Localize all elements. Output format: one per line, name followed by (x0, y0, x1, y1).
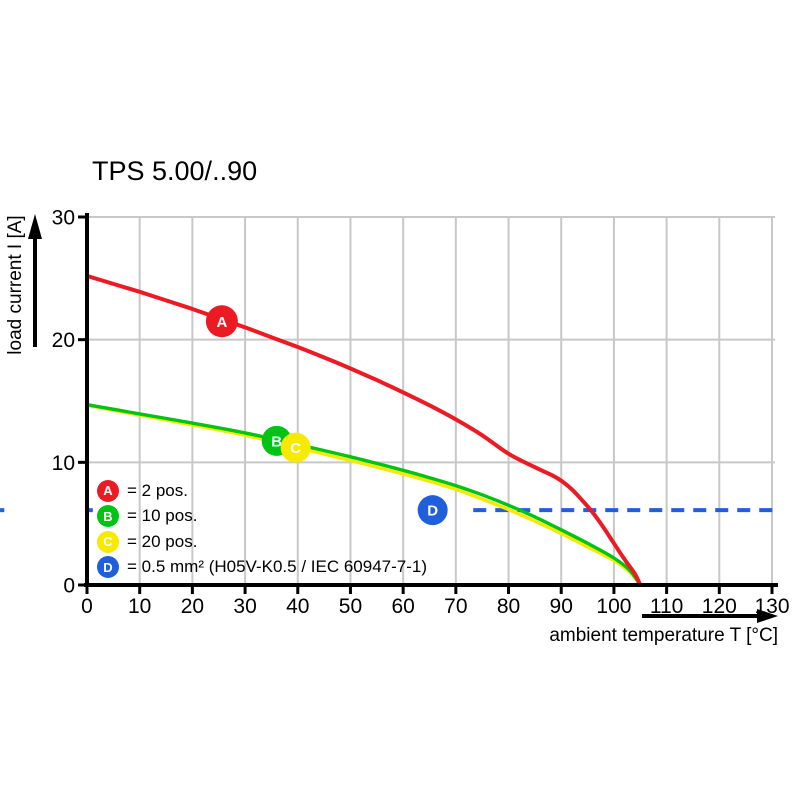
legend-letter-b: B (103, 508, 113, 524)
x-tick-label-0: 0 (81, 595, 93, 618)
legend-label-c: = 20 pos. (127, 531, 198, 551)
x-axis-label: ambient temperature T [°C] (549, 625, 778, 646)
x-tick-label-10: 10 (128, 595, 151, 618)
curve-a (85, 273, 643, 587)
x-tick-label-20: 20 (181, 595, 204, 618)
marker-letter-c: C (290, 440, 301, 457)
marker-circle-a (205, 305, 238, 338)
x-tick-label-70: 70 (444, 595, 467, 618)
x-tick-label-80: 80 (497, 595, 520, 618)
y-axis-arrow (28, 214, 42, 347)
x-tick-label-100: 100 (596, 595, 631, 618)
marker-letter-b: B (271, 433, 282, 450)
marker-circle-d (417, 495, 448, 526)
legend-label-d: = 0.5 mm² (H05V-K0.5 / IEC 60947-7-1) (127, 557, 427, 577)
marker-letter-d: D (427, 503, 438, 520)
legend-item-d: D = 0.5 mm² (H05V-K0.5 / IEC 60947-7-1) (97, 555, 427, 581)
legend-letter-c: C (103, 534, 113, 550)
legend-item-c: C = 20 pos. (97, 529, 427, 555)
legend-marker-d: D (97, 556, 119, 579)
curves (0, 273, 776, 587)
marker-a: A (205, 305, 238, 338)
chart-title: TPS 5.00/..90 (92, 156, 258, 186)
legend-letter-a: A (103, 483, 113, 499)
marker-circle-c (280, 432, 311, 463)
x-tick-label-60: 60 (391, 595, 414, 618)
legend-letter-d: D (103, 559, 113, 575)
legend-label-b: = 10 pos. (127, 506, 198, 526)
legend-marker-b: B (97, 505, 119, 528)
legend-marker-a: A (97, 479, 119, 502)
curve-c (85, 403, 642, 587)
x-tick-label-120: 120 (702, 595, 737, 618)
legend-marker-c: C (97, 530, 119, 553)
y-tick-label-30: 30 (52, 207, 75, 230)
marker-d: D (417, 495, 448, 526)
x-tick-label-110: 110 (650, 595, 683, 618)
x-tick-label-90: 90 (550, 595, 573, 618)
x-axis-arrow (642, 609, 778, 623)
x-tick-label-30: 30 (233, 595, 256, 618)
x-tick-label-40: 40 (286, 595, 309, 618)
legend-label-a: = 2 pos. (127, 480, 188, 500)
legend: A = 2 pos. B = 10 pos. C = 20 pos. D = 0… (97, 478, 427, 580)
marker-letter-a: A (216, 314, 227, 331)
y-tick-label-20: 20 (52, 329, 75, 352)
y-tick-label-0: 0 (63, 575, 75, 598)
legend-item-b: B = 10 pos. (97, 504, 427, 530)
marker-c: C (280, 432, 311, 463)
x-tick-label-50: 50 (339, 595, 362, 618)
curve-markers: A B C D (205, 305, 448, 526)
curve-b (85, 403, 642, 587)
y-tick-label-10: 10 (52, 452, 75, 475)
legend-item-a: A = 2 pos. (97, 478, 427, 504)
y-axis-label: load current I [A] (5, 215, 26, 354)
grid (87, 216, 775, 585)
